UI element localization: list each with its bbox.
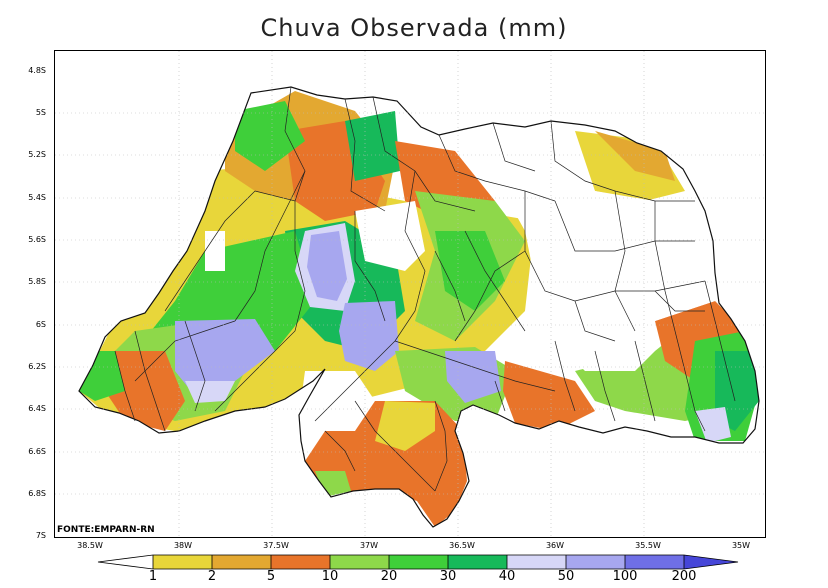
rain-area xyxy=(475,131,715,351)
legend-label: 5 xyxy=(266,569,276,584)
legend-label: 40 xyxy=(498,569,516,584)
rain-area xyxy=(375,401,435,451)
lon-tick-label: 37.5W xyxy=(263,541,289,550)
municipal-boundaries xyxy=(114,86,736,492)
lat-tick-label: 5.4S xyxy=(28,193,46,202)
rain-area xyxy=(205,231,225,271)
rain-area xyxy=(235,101,305,171)
lat-tick-label: 6.2S xyxy=(28,362,46,371)
legend-swatch xyxy=(212,555,271,569)
lat-tick-label: 4.8S xyxy=(28,66,46,75)
lat-tick-label: 5.8S xyxy=(28,277,46,286)
legend-label: 1 xyxy=(148,569,158,584)
rain-area xyxy=(105,351,185,431)
lon-tick-label: 38W xyxy=(173,541,193,550)
rain-area xyxy=(555,341,655,371)
map-title: Chuva Observada (mm) xyxy=(260,14,568,42)
lat-tick-label: 6.8S xyxy=(28,489,46,498)
lon-tick-label: 37W xyxy=(359,541,379,550)
lat-tick-label: 5.2S xyxy=(28,150,46,159)
source-label: FONTE:EMPARN-RN xyxy=(57,525,155,535)
legend-swatch xyxy=(389,555,448,569)
rainfall-map xyxy=(55,51,765,537)
lat-tick-label: 5S xyxy=(35,108,46,117)
legend-swatch xyxy=(448,555,507,569)
legend-swatch xyxy=(271,555,330,569)
rain-area xyxy=(503,361,595,431)
color-legend: 1 2 5 10 20 30 40 50 100 200 xyxy=(0,554,828,588)
legend-swatch xyxy=(507,555,566,569)
rain-field xyxy=(79,87,759,527)
lon-tick-label: 38.5W xyxy=(77,541,103,550)
rain-area xyxy=(345,111,400,181)
legend-swatch xyxy=(684,555,738,569)
legend-swatch xyxy=(566,555,625,569)
lat-tick-label: 7S xyxy=(35,531,46,540)
legend-colorbar xyxy=(97,554,739,570)
rain-area xyxy=(185,381,235,403)
rain-area xyxy=(301,371,375,431)
rain-area xyxy=(435,231,505,311)
legend-swatch xyxy=(625,555,684,569)
state-outline xyxy=(78,86,760,528)
lon-tick-label: 36W xyxy=(545,541,565,550)
grid-lines xyxy=(55,51,765,537)
legend-swatch xyxy=(153,555,212,569)
rain-area xyxy=(355,201,425,271)
rain-area xyxy=(307,231,347,301)
rain-area xyxy=(445,351,501,403)
map-panel: FONTE:EMPARN-RN xyxy=(54,50,766,538)
legend-swatch xyxy=(98,555,153,569)
legend-label: 30 xyxy=(439,569,457,584)
rain-area xyxy=(175,319,275,396)
legend-swatch xyxy=(330,555,389,569)
rain-area xyxy=(715,351,759,431)
lon-tick-label: 36.5W xyxy=(449,541,475,550)
lat-tick-label: 6.6S xyxy=(28,447,46,456)
legend-label: 2 xyxy=(207,569,217,584)
lon-tick-label: 35.5W xyxy=(635,541,661,550)
legend-label: 50 xyxy=(557,569,575,584)
rain-area xyxy=(695,407,731,443)
legend-label: 100 xyxy=(612,569,638,584)
legend-label: 10 xyxy=(321,569,339,584)
lat-tick-label: 6.4S xyxy=(28,404,46,413)
rain-area xyxy=(595,131,675,181)
lat-tick-label: 5.6S xyxy=(28,235,46,244)
legend-label: 20 xyxy=(380,569,398,584)
lon-tick-label: 35W xyxy=(731,541,751,550)
legend-label: 200 xyxy=(671,569,697,584)
lat-tick-label: 6S xyxy=(35,320,46,329)
